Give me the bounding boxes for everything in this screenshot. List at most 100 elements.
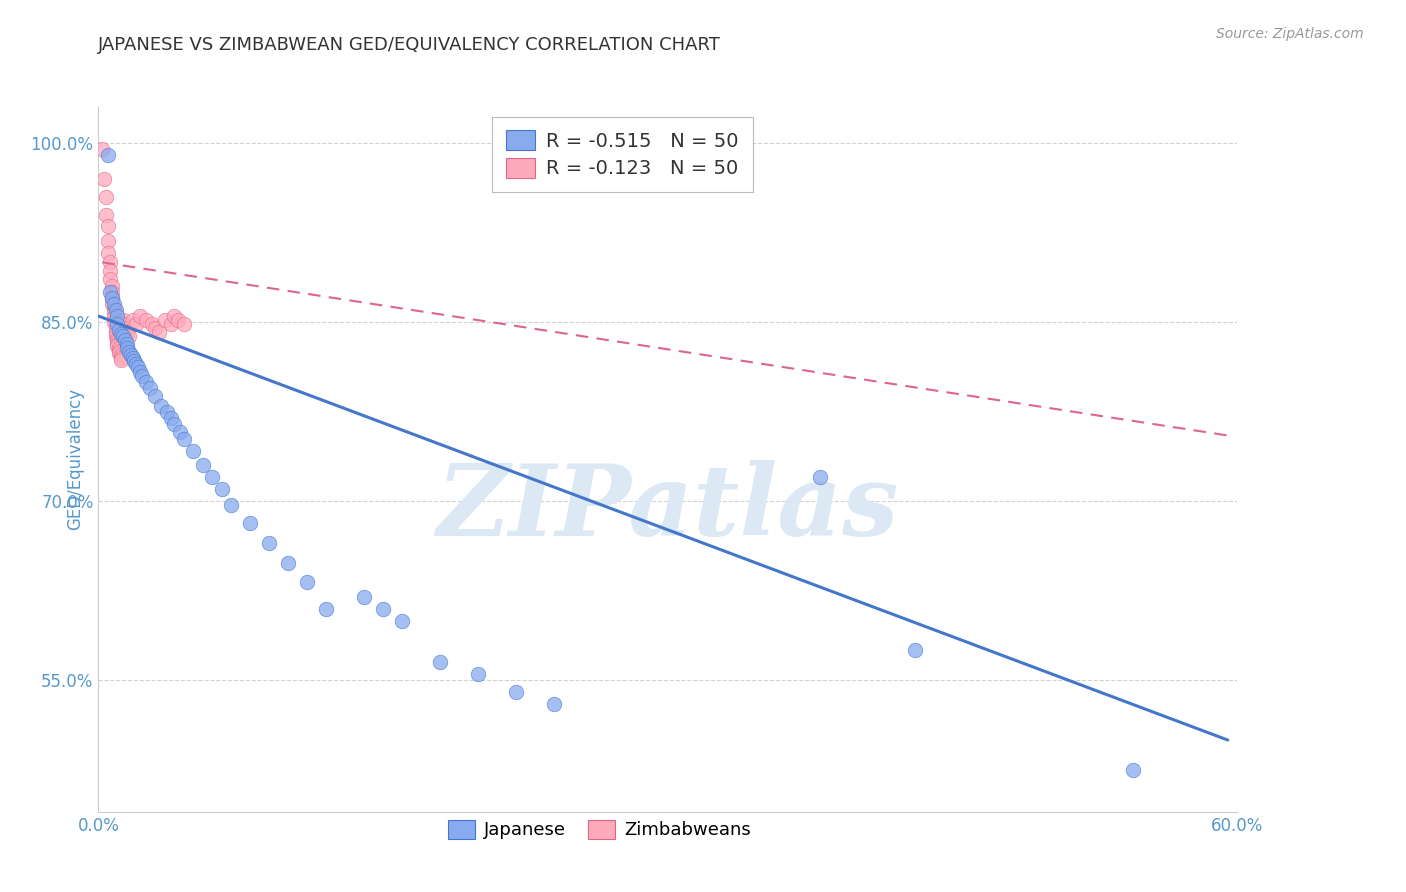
Point [371, 601, 394, 615]
Text: Source: ZipAtlas.com: Source: ZipAtlas.com [1216, 27, 1364, 41]
Legend: Japanese, Zimbabweans: Japanese, Zimbabweans [439, 811, 759, 848]
Point [211, 482, 233, 496]
Point [148, 325, 170, 339]
Point [103, 315, 125, 329]
Point [104, 303, 127, 318]
Point [104, 329, 127, 343]
Point [808, 470, 831, 484]
Point [100, 297, 122, 311]
Point [118, 329, 141, 343]
Point [353, 590, 375, 604]
Point [100, 291, 122, 305]
Point [107, 332, 129, 346]
Point [135, 375, 157, 389]
Point [125, 318, 148, 332]
Point [159, 410, 181, 425]
Point [125, 357, 148, 371]
Point [112, 312, 135, 326]
Point [429, 656, 451, 670]
Point [239, 516, 262, 530]
Point [114, 321, 136, 335]
Point [131, 368, 153, 383]
Point [108, 323, 131, 337]
Point [145, 321, 167, 335]
Point [112, 329, 135, 343]
Point [108, 341, 131, 355]
Point [94, 208, 117, 222]
Point [543, 697, 565, 711]
Point [98, 285, 121, 300]
Point [297, 575, 319, 590]
Point [167, 312, 190, 326]
Point [110, 353, 132, 368]
Point [1122, 763, 1144, 777]
Point [505, 685, 527, 699]
Point [114, 333, 136, 347]
Point [100, 291, 122, 305]
Point [391, 614, 413, 628]
Point [115, 341, 138, 355]
Point [107, 309, 129, 323]
Point [138, 381, 160, 395]
Text: JAPANESE VS ZIMBABWEAN GED/EQUIVALENCY CORRELATION CHART: JAPANESE VS ZIMBABWEAN GED/EQUIVALENCY C… [98, 36, 721, 54]
Point [115, 336, 138, 351]
Point [173, 432, 195, 446]
Point [141, 318, 163, 332]
Point [110, 349, 132, 363]
Point [98, 255, 121, 269]
Point [107, 318, 129, 332]
Point [150, 399, 173, 413]
Point [127, 360, 149, 375]
Point [153, 312, 176, 326]
Point [97, 245, 120, 260]
Point [169, 425, 191, 439]
Point [114, 325, 136, 339]
Point [104, 322, 127, 336]
Point [467, 667, 489, 681]
Point [135, 312, 157, 326]
Point [191, 458, 214, 473]
Point [121, 351, 143, 365]
Point [129, 365, 152, 379]
Point [156, 404, 179, 418]
Point [103, 301, 125, 315]
Point [104, 318, 127, 333]
Point [121, 312, 143, 326]
Point [163, 309, 186, 323]
Point [120, 349, 142, 363]
Point [110, 351, 132, 365]
Y-axis label: GED/Equivalency: GED/Equivalency [66, 388, 84, 531]
Point [104, 326, 127, 340]
Point [221, 498, 243, 512]
Point [100, 279, 122, 293]
Point [124, 354, 146, 368]
Point [97, 234, 120, 248]
Point [108, 343, 131, 358]
Point [259, 536, 281, 550]
Point [115, 326, 138, 341]
Point [173, 318, 195, 332]
Point [315, 601, 337, 615]
Point [159, 318, 181, 332]
Point [94, 189, 117, 203]
Point [904, 643, 927, 657]
Point [103, 297, 125, 311]
Point [107, 334, 129, 348]
Point [91, 142, 114, 156]
Point [93, 171, 115, 186]
Point [103, 310, 125, 325]
Text: ZIPatlas: ZIPatlas [437, 460, 898, 557]
Point [110, 326, 132, 341]
Point [100, 285, 122, 300]
Point [108, 346, 131, 360]
Point [201, 470, 224, 484]
Point [97, 148, 120, 162]
Point [98, 263, 121, 277]
Point [107, 336, 129, 351]
Point [107, 339, 129, 353]
Point [98, 272, 121, 286]
Point [163, 417, 186, 431]
Point [183, 444, 205, 458]
Point [97, 219, 120, 234]
Point [103, 305, 125, 319]
